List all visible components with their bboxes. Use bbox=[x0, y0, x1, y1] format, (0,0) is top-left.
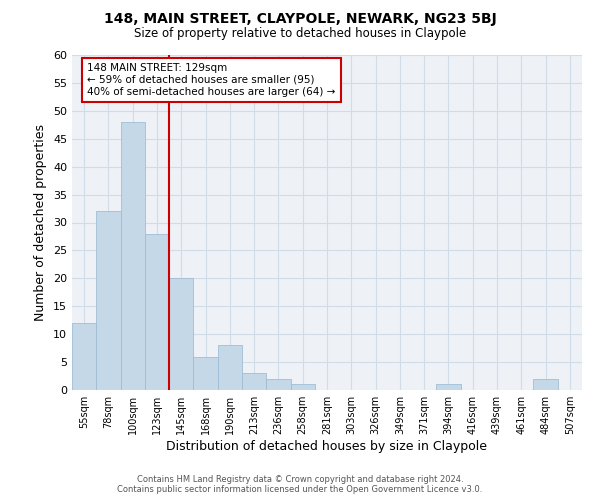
Text: Contains HM Land Registry data © Crown copyright and database right 2024.: Contains HM Land Registry data © Crown c… bbox=[137, 475, 463, 484]
Text: Contains public sector information licensed under the Open Government Licence v3: Contains public sector information licen… bbox=[118, 485, 482, 494]
Bar bbox=[242, 373, 266, 390]
X-axis label: Distribution of detached houses by size in Claypole: Distribution of detached houses by size … bbox=[167, 440, 487, 453]
Bar bbox=[193, 356, 218, 390]
Bar bbox=[290, 384, 315, 390]
Bar bbox=[72, 323, 96, 390]
Text: Size of property relative to detached houses in Claypole: Size of property relative to detached ho… bbox=[134, 28, 466, 40]
Text: 148, MAIN STREET, CLAYPOLE, NEWARK, NG23 5BJ: 148, MAIN STREET, CLAYPOLE, NEWARK, NG23… bbox=[104, 12, 496, 26]
Bar bbox=[436, 384, 461, 390]
Text: 148 MAIN STREET: 129sqm
← 59% of detached houses are smaller (95)
40% of semi-de: 148 MAIN STREET: 129sqm ← 59% of detache… bbox=[88, 64, 335, 96]
Y-axis label: Number of detached properties: Number of detached properties bbox=[34, 124, 47, 321]
Bar bbox=[266, 379, 290, 390]
Bar bbox=[96, 212, 121, 390]
Bar bbox=[218, 346, 242, 390]
Bar bbox=[169, 278, 193, 390]
Bar bbox=[145, 234, 169, 390]
Bar bbox=[533, 379, 558, 390]
Bar bbox=[121, 122, 145, 390]
